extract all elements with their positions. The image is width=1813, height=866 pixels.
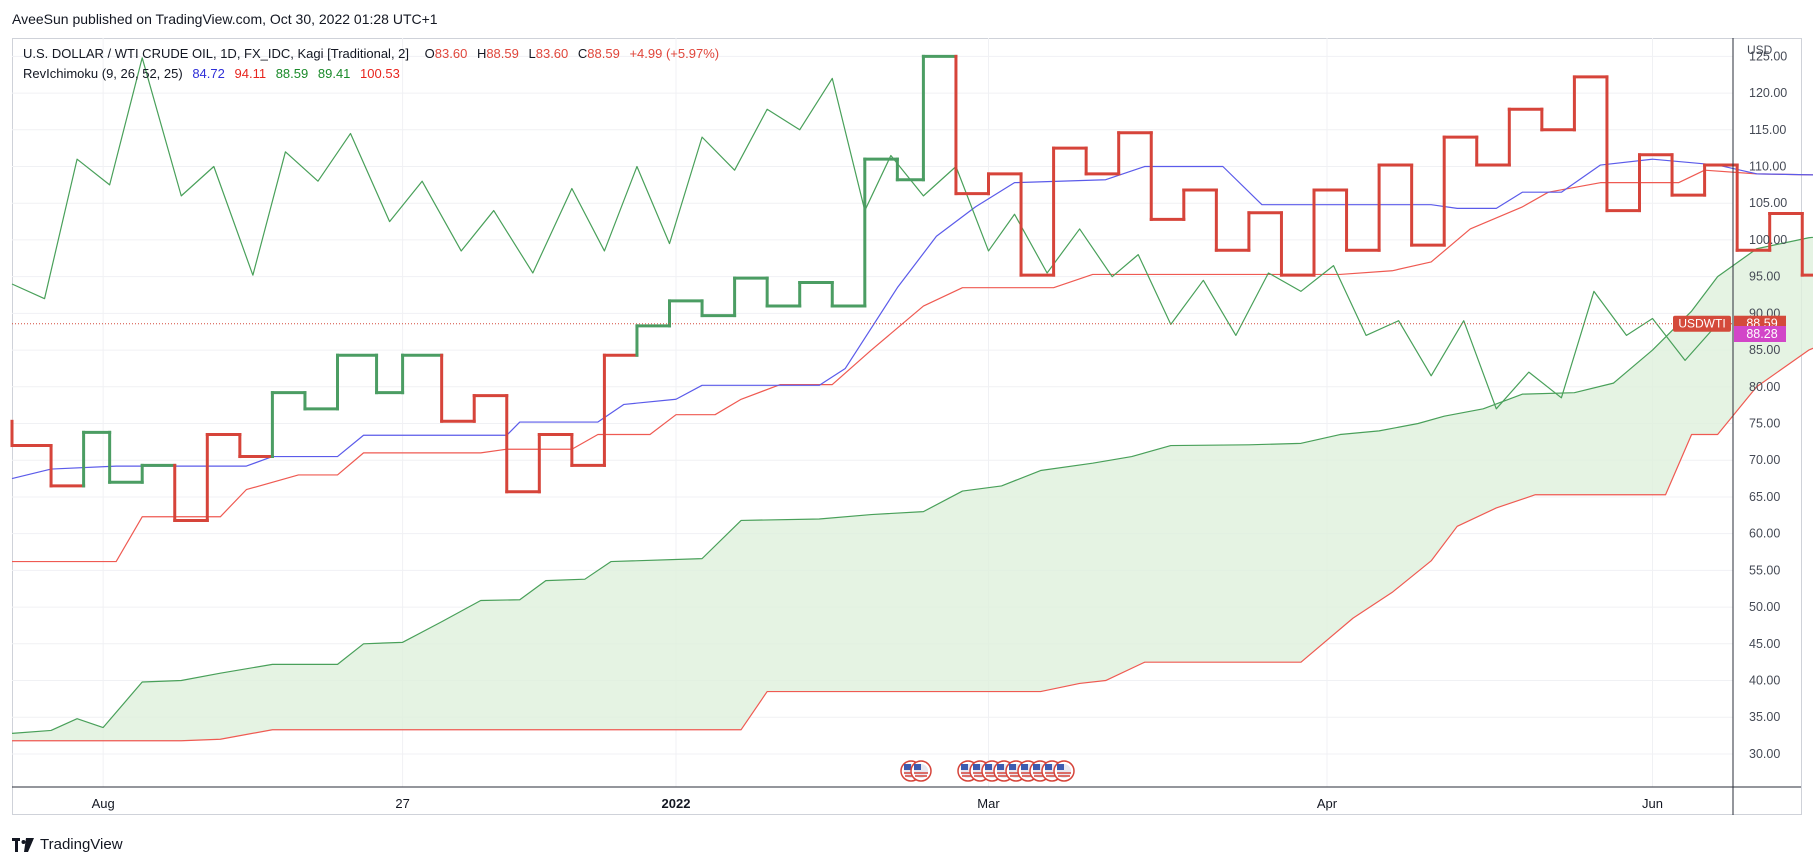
y-tick-label: 30.00 (1749, 747, 1780, 761)
symbol-legend[interactable]: U.S. DOLLAR / WTI CRUDE OIL, 1D, FX_IDC,… (23, 46, 719, 61)
close-value: 88.59 (587, 46, 620, 61)
alt-price-badge (1734, 325, 1786, 342)
currency-label: USD (1747, 43, 1773, 57)
symbol-badge-label: USDWTI (1678, 317, 1725, 331)
y-tick-label: 65.00 (1749, 490, 1780, 504)
x-tick-label: Jun (1642, 796, 1663, 811)
bull-cloud (12, 237, 1813, 741)
axes: 30.00 35.00 40.00 45.00 50.00 55.00 60.00 65.00… (12, 38, 1801, 815)
y-tick-label: 50.00 (1749, 600, 1780, 614)
y-tick-label: 80.00 (1749, 380, 1780, 394)
indicator-legend[interactable]: RevIchimoku (9, 26, 52, 25) 84.72 94.11 … (23, 66, 400, 81)
indicator-name: RevIchimoku (9, 26, 52, 25) (23, 66, 183, 81)
y-tick-label: 125.00 (1749, 49, 1787, 63)
kijun-line (12, 169, 1813, 563)
publisher-header: AveeSun published on TradingView.com, Oc… (12, 11, 438, 27)
close-key: C (577, 46, 588, 61)
y-tick-label: 35.00 (1749, 710, 1780, 724)
y-tick-label: 60.00 (1749, 527, 1780, 541)
y-tick-label: 45.00 (1749, 637, 1780, 651)
y-tick-label: 85.00 (1749, 343, 1780, 357)
x-tick-label: Mar (977, 796, 1000, 811)
tenkan-line (11, 158, 1813, 480)
tenkan-value: 84.72 (192, 66, 225, 81)
y-tick-label: 75.00 (1749, 417, 1780, 431)
alt-price-label: 88.28 (1746, 327, 1777, 341)
y-tick-label: 115.00 (1749, 123, 1786, 137)
indicator-lines (11, 57, 1813, 742)
span-a-value: 89.41 (317, 66, 351, 81)
senkou-span-a-line (11, 236, 1813, 734)
symbol-badge (1673, 315, 1731, 332)
chikou-line (11, 57, 1719, 410)
y-tick-label: 100.00 (1749, 233, 1787, 247)
tradingview-logo-icon (12, 837, 34, 852)
y-tick-label: 70.00 (1749, 453, 1780, 467)
x-tick-label: Aug (92, 796, 115, 811)
footer: TradingView (12, 836, 123, 853)
y-tick-label: 55.00 (1749, 563, 1780, 577)
open-key: O (424, 46, 435, 61)
us-flag-event-icon (1053, 760, 1075, 782)
event-markers (900, 760, 1075, 782)
y-tick-label: 40.00 (1749, 674, 1780, 688)
senkou-span-b-line (12, 347, 1813, 742)
symbol-name: U.S. DOLLAR / WTI CRUDE OIL, 1D, FX_IDC,… (23, 46, 410, 61)
ichimoku-cloud (12, 237, 1813, 741)
x-tick-label: 2022 (662, 796, 691, 811)
y-tick-label: 110.00 (1749, 160, 1786, 174)
high-key: H (476, 46, 487, 61)
x-tick-label: Apr (1317, 796, 1338, 811)
lagging-value: 88.59 (275, 66, 309, 81)
span-b-value: 100.53 (360, 66, 400, 81)
y-tick-label: 105.00 (1749, 196, 1787, 210)
kagi-series (10, 54, 1813, 522)
low-key: L (528, 46, 536, 61)
change-value: +4.99 (+5.97%) (629, 46, 720, 61)
x-tick-label: 27 (395, 796, 409, 811)
footer-brand: TradingView (40, 836, 123, 853)
low-value: 83.60 (535, 46, 569, 61)
us-flag-event-icon (910, 760, 932, 782)
y-tick-label: 95.00 (1749, 270, 1780, 284)
high-value: 88.59 (486, 46, 519, 61)
y-tick-label: 120.00 (1749, 86, 1787, 100)
kijun-value: 94.11 (234, 66, 267, 81)
open-value: 83.60 (434, 46, 468, 61)
